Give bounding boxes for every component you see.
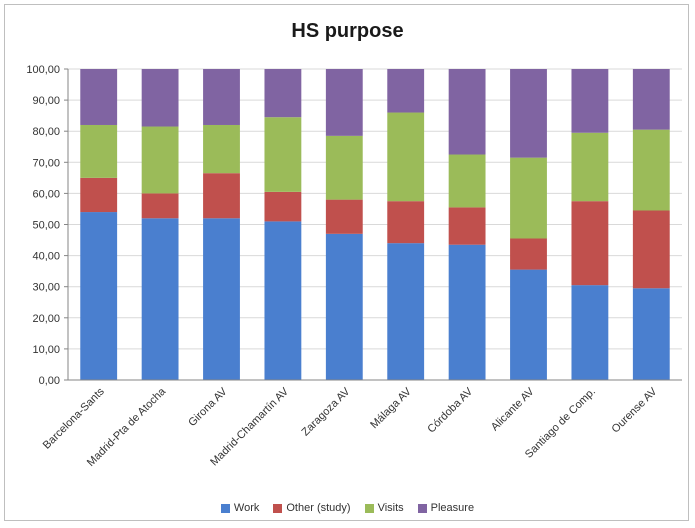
bar-segment-pleasure <box>203 69 240 125</box>
bar-segment-work <box>571 285 609 380</box>
bar-segment-work <box>387 243 425 380</box>
bar-segment-pleasure <box>510 69 547 158</box>
legend-item: Work <box>220 502 260 514</box>
bar-segment-work <box>448 244 486 380</box>
y-tick-label: 80,00 <box>32 126 60 138</box>
y-tick-label: 20,00 <box>32 313 60 325</box>
x-tick-label: Zaragoza AV <box>300 385 353 438</box>
bar-segment-work <box>141 218 179 380</box>
y-tick-label: 0,00 <box>39 375 60 387</box>
bar-segment-pleasure <box>325 69 363 136</box>
x-tick-label: Barcelona-Sants <box>41 385 107 451</box>
bar-segment-visits <box>632 129 670 211</box>
x-tick-label: Girona AV <box>186 385 230 429</box>
chart-title: HS purpose <box>291 20 404 42</box>
legend: Work Other (study) Visits Pleasure <box>0 502 695 514</box>
bar-segment-visits <box>203 124 240 174</box>
bar-segment-visits <box>264 117 302 192</box>
legend-swatch <box>220 503 230 513</box>
bar-segment-other-study <box>264 191 302 222</box>
legend-item: Visits <box>364 502 404 514</box>
x-tick-label: Málaga AV <box>368 385 414 431</box>
bar-segment-work <box>325 233 363 380</box>
legend-swatch <box>364 503 374 513</box>
bar-segment-pleasure <box>632 69 670 130</box>
bar-segment-other-study <box>325 199 363 234</box>
legend-label: Work <box>233 502 260 514</box>
bar-segment-visits <box>510 157 547 239</box>
bar-segment-work <box>510 269 547 380</box>
y-tick-label: 100,00 <box>26 64 60 76</box>
bar-segment-other-study <box>571 201 609 286</box>
bar-segment-other-study <box>80 177 118 213</box>
y-tick-label: 70,00 <box>32 157 60 169</box>
bars-layer <box>80 69 670 380</box>
x-tick-label: Santiago de Comp. <box>523 386 598 461</box>
bar-segment-pleasure <box>448 69 486 155</box>
bar-segment-pleasure <box>571 69 609 133</box>
bar-segment-work <box>203 218 240 380</box>
bar-segment-pleasure <box>264 69 302 118</box>
legend-item: Pleasure <box>417 502 475 514</box>
legend-label: Other (study) <box>286 502 351 514</box>
bar-segment-visits <box>325 135 363 200</box>
bar-segment-other-study <box>141 193 179 219</box>
bar-segment-other-study <box>510 238 547 270</box>
bar-segment-other-study <box>203 173 240 219</box>
bar-segment-pleasure <box>80 69 118 125</box>
y-tick-label: 40,00 <box>32 251 60 263</box>
bar-segment-visits <box>448 154 486 208</box>
y-tick-label: 10,00 <box>32 344 60 356</box>
x-tick-label: Córdoba AV <box>425 385 475 435</box>
bar-segment-pleasure <box>387 69 425 113</box>
bar-segment-visits <box>141 126 179 194</box>
bar-segment-work <box>264 221 302 380</box>
bar-segment-visits <box>80 124 118 178</box>
bar-segment-pleasure <box>141 69 179 127</box>
legend-swatch <box>273 503 283 513</box>
y-tick-label: 90,00 <box>32 95 60 107</box>
x-tick-label: Alicante AV <box>489 385 537 433</box>
legend-swatch <box>417 503 427 513</box>
bar-segment-other-study <box>448 207 486 245</box>
legend-label: Visits <box>377 502 404 514</box>
y-tick-label: 50,00 <box>32 220 60 232</box>
bar-segment-visits <box>387 112 425 202</box>
bar-segment-work <box>632 288 670 380</box>
bar-segment-visits <box>571 132 609 202</box>
y-tick-label: 60,00 <box>32 188 60 200</box>
bar-segment-work <box>80 212 118 380</box>
x-tick-label: Ourense AV <box>610 385 660 435</box>
y-tick-label: 30,00 <box>32 282 60 294</box>
bar-segment-other-study <box>387 201 425 244</box>
legend-item: Other (study) <box>273 502 351 514</box>
bar-segment-other-study <box>632 210 670 289</box>
legend-label: Pleasure <box>430 502 475 514</box>
